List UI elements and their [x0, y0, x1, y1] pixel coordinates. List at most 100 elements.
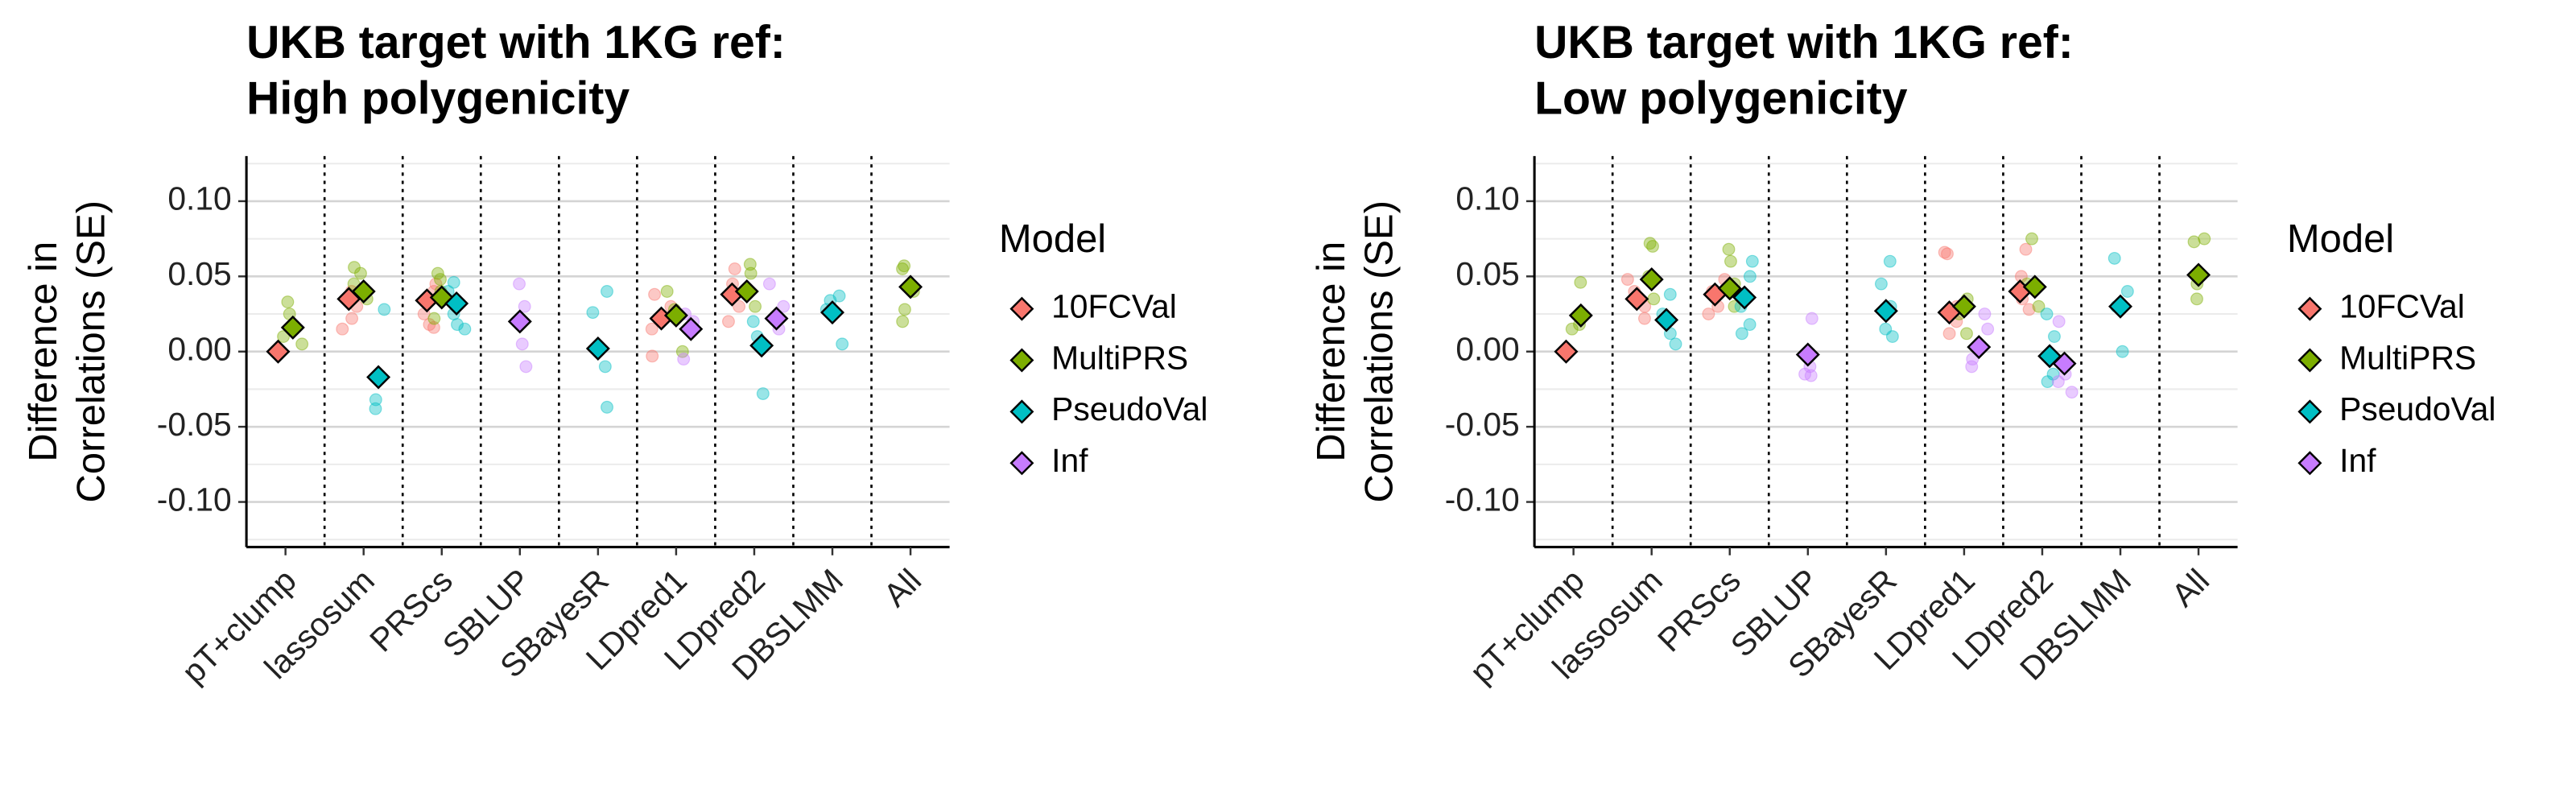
legend-label: PseudoVal — [1051, 390, 1208, 427]
legend-marker — [2297, 348, 2322, 373]
y-axis-title: Difference in — [1310, 242, 1353, 462]
point — [1938, 246, 1951, 259]
mean-marker — [663, 303, 688, 328]
panel: UKB target with 1KG ref:High polygenicit… — [22, 17, 1208, 691]
mean-marker — [820, 300, 845, 325]
point — [1637, 312, 1651, 325]
point — [1978, 308, 1992, 320]
point — [423, 318, 436, 332]
point — [2190, 292, 2203, 306]
y-tick-label: 0.10 — [167, 180, 231, 217]
point — [378, 303, 391, 316]
y-tick-label: -0.10 — [157, 481, 232, 518]
point — [451, 318, 464, 332]
legend-marker — [1009, 399, 1034, 424]
point — [677, 353, 691, 366]
point — [898, 303, 911, 316]
mean-marker — [2022, 275, 2047, 299]
point — [2040, 308, 2054, 320]
point — [519, 360, 533, 374]
point — [743, 258, 757, 271]
point — [1574, 275, 1587, 289]
mean-marker — [585, 336, 610, 361]
point — [345, 312, 359, 325]
point — [1965, 360, 1979, 374]
chart-title: High polygenicity — [246, 73, 630, 125]
mean-marker — [2108, 294, 2133, 319]
point — [1565, 322, 1579, 336]
point — [277, 330, 291, 344]
point — [295, 337, 309, 351]
point — [1728, 299, 1741, 313]
mean-marker — [2186, 262, 2211, 287]
mean-marker — [444, 291, 469, 316]
point — [1798, 367, 1812, 381]
point — [1620, 273, 1634, 287]
point — [1874, 277, 1888, 291]
mean-marker — [749, 333, 774, 358]
mean-marker — [898, 275, 923, 299]
point — [1804, 369, 1818, 382]
mean-marker — [1624, 287, 1649, 312]
point — [1745, 254, 1759, 268]
legend-marker — [2297, 451, 2322, 476]
point — [2120, 285, 2134, 298]
point — [427, 320, 440, 334]
point — [746, 315, 760, 328]
point — [601, 400, 613, 414]
point — [648, 287, 662, 301]
legend-label: Inf — [1051, 442, 1088, 479]
mean-marker — [1795, 342, 1820, 367]
point — [733, 299, 746, 313]
point — [722, 315, 735, 328]
legend-label: PseudoVal — [2339, 390, 2496, 427]
point — [1669, 337, 1682, 351]
point — [1743, 318, 1757, 332]
mean-marker — [1732, 285, 1757, 310]
x-tick-label: All — [877, 562, 929, 614]
point — [598, 360, 612, 374]
legend-label: MultiPRS — [1051, 339, 1188, 376]
mean-marker — [1717, 276, 1742, 301]
point — [354, 266, 367, 280]
legend-label: 10FCVal — [1051, 287, 1177, 324]
point — [2047, 330, 2061, 344]
mean-marker — [1873, 299, 1898, 324]
mean-marker — [764, 306, 789, 331]
point — [513, 277, 526, 291]
legend-title: Model — [2287, 217, 2394, 261]
x-tick-label: All — [2165, 562, 2217, 614]
point — [675, 345, 689, 358]
mean-marker — [1951, 294, 1976, 319]
chart-title: UKB target with 1KG ref: — [246, 17, 786, 68]
point — [1724, 254, 1737, 268]
point — [281, 295, 295, 309]
mean-marker — [280, 315, 305, 340]
mean-marker — [2052, 351, 2077, 376]
legend-label: Inf — [2339, 442, 2376, 479]
point — [646, 349, 659, 363]
point — [518, 299, 531, 313]
mean-marker — [1967, 335, 1992, 360]
y-tick-label: 0.10 — [1455, 180, 1519, 217]
chart-title: UKB target with 1KG ref: — [1534, 17, 2074, 68]
point — [1941, 247, 1954, 261]
mean-marker — [734, 279, 759, 304]
point — [1643, 237, 1657, 250]
point — [336, 322, 349, 336]
mean-marker — [351, 279, 376, 304]
point — [1722, 242, 1736, 256]
point — [896, 262, 910, 275]
mean-marker — [507, 309, 532, 334]
point — [2019, 242, 2033, 256]
point — [777, 299, 791, 313]
point — [1981, 322, 1995, 336]
point — [348, 261, 361, 275]
mean-marker — [266, 339, 291, 364]
point — [2065, 386, 2079, 399]
y-tick-label: 0.00 — [167, 331, 231, 368]
point — [1663, 287, 1677, 301]
legend-marker — [1009, 348, 1034, 373]
legend-marker — [2297, 399, 2322, 424]
